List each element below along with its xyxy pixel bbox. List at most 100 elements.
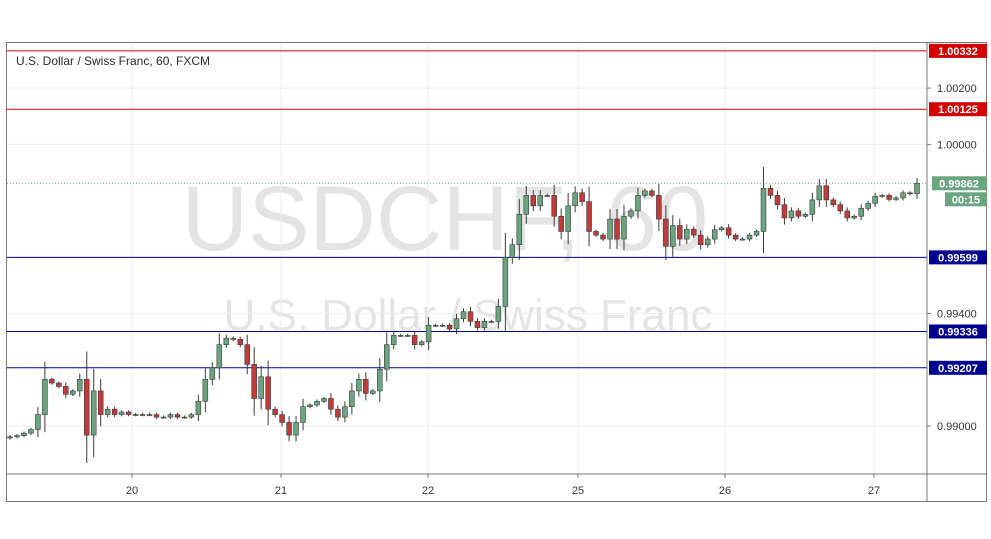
candle-body [363,379,369,394]
chart-frame [6,42,987,502]
candle-body [628,210,634,217]
candle-body [146,414,153,416]
x-tick-label: 20 [126,485,138,497]
countdown-box [945,192,987,207]
candle-body [523,195,530,215]
candle-body [481,321,488,328]
candle-body [439,324,446,327]
candle-body [209,367,216,380]
candle-body [202,379,209,402]
candles [7,166,920,464]
candle-body [77,379,83,392]
candle-body [816,185,823,201]
candle-body [195,401,202,415]
candle-body [572,192,578,207]
candle-body [509,244,516,258]
candle-body [865,202,871,209]
candle-body [467,311,474,322]
candle-body [446,324,453,330]
candle-body [321,398,327,402]
candle-body [342,406,348,418]
candle-body [153,414,160,418]
candle-body [84,379,90,436]
candle-body [907,192,913,195]
candle-body [174,414,181,418]
candle-body [886,195,892,200]
level-label: 0.99599 [938,252,978,264]
y-tick-label: 1.00000 [937,139,977,151]
candle-body [753,231,760,236]
candle-body [390,335,397,346]
candle-body [404,335,411,337]
candle-body [251,364,257,399]
current-price-box [932,176,987,191]
candle-body [872,195,878,204]
level-label: 1.00332 [938,46,978,58]
level-label-box [929,250,987,265]
candle-body [711,229,718,240]
candle-body [718,227,725,231]
time-axis[interactable]: 20 21 22 25 26 27 [7,473,987,497]
candle-body [837,204,843,212]
price-axis[interactable]: 1.00200 1.00000 0.99400 0.99000 1.00332 1.001… [926,43,987,502]
candle-body [858,208,864,217]
candle-body [593,231,599,236]
candle-body [7,436,13,439]
level-label-box [929,360,987,375]
candle-body [49,379,55,384]
candle-body [230,337,237,340]
level-label-box [929,324,987,339]
candle-body [690,228,697,236]
y-tick-label: 1.00200 [937,83,977,95]
candle-body [314,401,320,406]
candle-body [460,311,467,320]
candle-body [746,234,753,240]
candle-body [411,335,418,346]
candle-body [565,205,571,232]
candle-body [188,414,195,418]
candle-body [502,257,509,307]
candle-body [28,429,34,434]
candle-body [544,195,550,197]
candle-body [384,344,390,370]
candle-body [823,185,830,201]
candle-body [788,210,795,219]
candle-body [851,215,857,219]
chart-title: U.S. Dollar / Swiss Franc, 60, FXCM [16,54,211,68]
candle-body [397,335,404,337]
x-tick-label: 21 [275,485,287,497]
candle-body [767,188,774,196]
candle-body [802,213,809,217]
candle-body [328,398,334,410]
candle-body [265,376,271,410]
candle-body [279,414,285,423]
candle-body [607,218,613,240]
candle-body [830,199,837,205]
candle-body [167,414,174,418]
candle-body [844,210,850,219]
candle-body [118,411,125,415]
candle-body [63,386,69,395]
level-label-box [929,102,987,117]
candle-body [530,195,537,207]
candle-body [272,408,278,415]
level-label: 0.99207 [938,363,978,375]
candle-body [635,195,641,212]
candle-body [286,422,292,436]
countdown-label: 00:15 [952,194,980,206]
candle-body [649,190,655,196]
candle-body [111,408,118,415]
candle-body [809,199,816,215]
level-label-box [929,43,987,58]
candle-body [237,339,243,346]
candle-body [670,225,676,247]
x-tick-label: 22 [422,485,434,497]
candle-body [223,337,230,346]
y-tick-label: 0.99400 [937,308,977,320]
candle-body [732,234,739,240]
candle-body [488,321,495,323]
candle-body [104,408,111,415]
watermark: USDCHF, 60 U.S. Dollar / Swiss Franc [182,168,713,340]
candle-body [900,192,906,199]
